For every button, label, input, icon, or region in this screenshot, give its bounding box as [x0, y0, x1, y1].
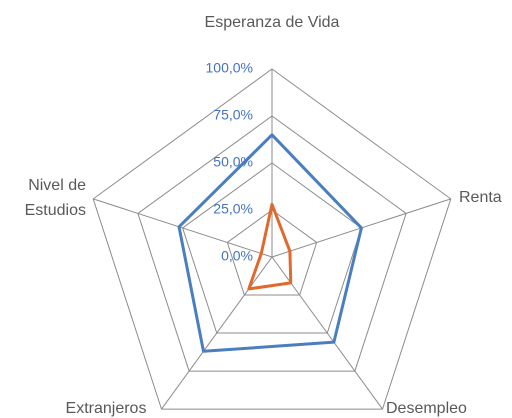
- tick-label: 25,0%: [213, 201, 253, 217]
- category-label: Esperanza de Vida: [204, 14, 340, 31]
- series-line: [247, 202, 293, 291]
- category-label: Desempleo: [386, 400, 467, 417]
- grid-ring: [226, 209, 318, 296]
- tick-label: 0,0%: [221, 248, 253, 264]
- spoke: [161, 256, 273, 410]
- tick-label: 75,0%: [213, 107, 253, 123]
- tick-label: 100,0%: [206, 60, 253, 76]
- grid-ring: [182, 162, 362, 334]
- tick-label: 50,0%: [213, 154, 253, 170]
- category-label: Renta: [459, 189, 502, 206]
- grid-ring: [92, 68, 452, 410]
- category-label: Extranjeros: [65, 400, 147, 417]
- spoke: [93, 198, 273, 258]
- grid-ring: [137, 115, 407, 372]
- category-label: Nivel de Estudios: [24, 177, 86, 219]
- series-line: [177, 133, 363, 353]
